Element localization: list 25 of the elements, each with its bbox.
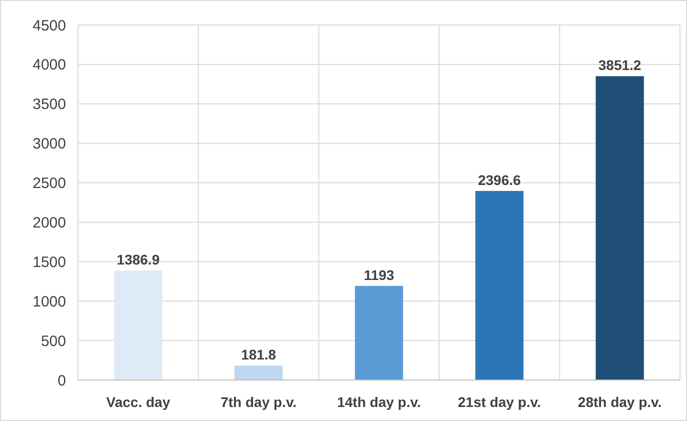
x-tick-label: 14th day p.v. bbox=[337, 394, 421, 410]
x-tick-label: 7th day p.v. bbox=[220, 394, 297, 410]
y-tick-label: 2500 bbox=[32, 175, 66, 192]
y-tick-label: 0 bbox=[58, 372, 66, 390]
bar bbox=[354, 286, 404, 380]
y-tick-label: 1500 bbox=[32, 254, 66, 271]
x-tick-label: 21st day p.v. bbox=[458, 394, 541, 410]
bar bbox=[234, 366, 283, 380]
x-tick-label: 28th day p.v. bbox=[578, 394, 662, 410]
y-tick-label: 2000 bbox=[32, 214, 66, 232]
bar bbox=[596, 76, 644, 380]
y-tick-label: 3500 bbox=[32, 96, 66, 114]
data-label: 1386.9 bbox=[116, 252, 160, 268]
bar bbox=[114, 270, 162, 380]
data-label: 1193 bbox=[364, 266, 394, 283]
y-tick-label: 500 bbox=[40, 332, 66, 350]
y-tick-label: 3000 bbox=[32, 136, 66, 153]
y-tick-label: 4500 bbox=[32, 17, 66, 34]
data-label: 181.8 bbox=[241, 346, 276, 363]
data-label: 3851.2 bbox=[598, 57, 642, 74]
x-tick-label: Vacc. day bbox=[106, 394, 170, 410]
data-label: 2396.6 bbox=[478, 172, 522, 188]
bar bbox=[475, 190, 524, 380]
y-tick-label: 1000 bbox=[32, 293, 66, 310]
y-tick-label: 4000 bbox=[32, 56, 66, 74]
